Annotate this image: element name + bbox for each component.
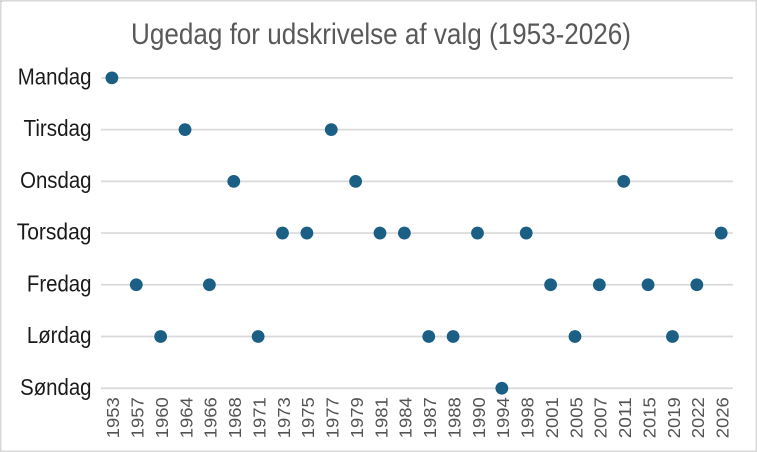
svg-text:2015: 2015 [639,397,659,438]
svg-text:1968: 1968 [225,397,245,438]
svg-text:1987: 1987 [420,397,440,438]
svg-text:1964: 1964 [176,397,196,438]
svg-text:2001: 2001 [542,397,562,438]
svg-text:1960: 1960 [152,397,172,438]
svg-text:1981: 1981 [371,397,391,438]
svg-text:1979: 1979 [347,397,367,438]
svg-text:1994: 1994 [493,397,513,438]
svg-text:1973: 1973 [274,397,294,438]
svg-text:1990: 1990 [469,397,489,438]
svg-text:Onsdag: Onsdag [20,167,91,193]
svg-text:1988: 1988 [444,397,464,438]
svg-text:1998: 1998 [518,397,538,438]
svg-text:1953: 1953 [103,397,123,438]
svg-text:2022: 2022 [688,397,708,438]
svg-text:2007: 2007 [591,397,611,438]
svg-text:2019: 2019 [664,397,684,438]
svg-text:2011: 2011 [615,397,635,438]
svg-text:Søndag: Søndag [20,374,91,400]
svg-text:1984: 1984 [396,397,416,438]
svg-text:1966: 1966 [201,397,221,438]
svg-text:Ugedag for udskrivelse af valg: Ugedag for udskrivelse af valg (1953-202… [131,19,631,51]
svg-text:Fredag: Fredag [27,270,92,296]
svg-text:Tirsdag: Tirsdag [24,115,92,141]
svg-text:1975: 1975 [298,397,318,438]
svg-text:Lørdag: Lørdag [27,322,92,348]
svg-text:2026: 2026 [713,397,733,438]
svg-text:1971: 1971 [249,397,269,438]
svg-text:Torsdag: Torsdag [17,219,92,245]
svg-text:1977: 1977 [323,397,343,438]
svg-text:1957: 1957 [128,397,148,438]
svg-text:2005: 2005 [566,397,586,438]
svg-text:Mandag: Mandag [18,64,92,90]
